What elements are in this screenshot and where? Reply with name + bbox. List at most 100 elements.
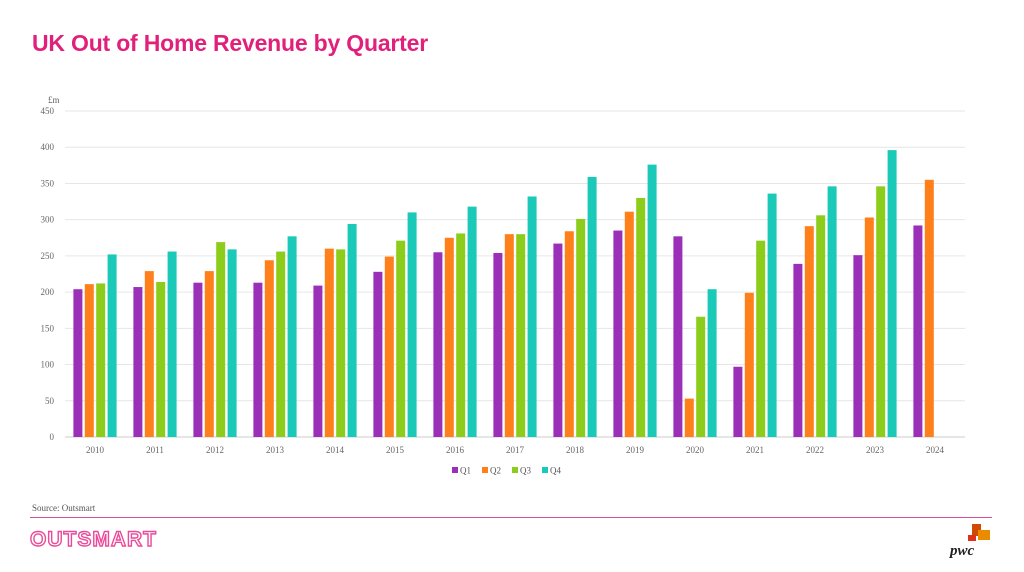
bar-2021-q1 — [733, 366, 743, 437]
bar-2018-q1 — [553, 243, 563, 437]
legend-label-q3: Q3 — [520, 466, 531, 476]
x-tick-label: 2017 — [506, 445, 525, 455]
pwc-logo-block-2 — [978, 530, 990, 540]
pwc-wordmark: pwc — [950, 543, 975, 559]
bar-2023-q4 — [887, 150, 897, 437]
bar-2016-q2 — [444, 237, 454, 437]
x-tick-label: 2020 — [686, 445, 705, 455]
bar-2019-q1 — [613, 230, 623, 437]
x-tick-label: 2013 — [266, 445, 285, 455]
bar-2010-q2 — [84, 284, 94, 437]
bar-2013-q1 — [253, 282, 263, 437]
legend-swatch-q4 — [542, 467, 548, 473]
bar-2012-q4 — [227, 249, 237, 437]
bar-2013-q2 — [264, 260, 274, 437]
pwc-logo-block-3 — [968, 535, 976, 541]
y-tick-label: 100 — [41, 360, 55, 370]
gridlines — [65, 110, 965, 438]
bar-2020-q2 — [684, 398, 694, 437]
bar-2022-q2 — [804, 226, 814, 437]
bar-2014-q3 — [336, 249, 346, 437]
bar-2011-q2 — [144, 271, 154, 437]
bar-2014-q4 — [347, 224, 357, 437]
bar-2018-q2 — [564, 231, 574, 437]
x-tick-label: 2024 — [926, 445, 945, 455]
y-tick-label: 0 — [50, 432, 55, 442]
bar-2014-q2 — [324, 248, 334, 437]
bar-2024-q1 — [913, 225, 923, 437]
bar-2022-q4 — [827, 186, 837, 437]
footer-divider — [30, 517, 992, 518]
y-tick-label: 400 — [41, 142, 55, 152]
x-tick-label: 2012 — [206, 445, 224, 455]
x-tick-label: 2021 — [746, 445, 764, 455]
bar-2010-q3 — [96, 283, 106, 437]
bar-2023-q3 — [876, 186, 886, 437]
bar-2019-q2 — [624, 211, 634, 437]
y-axis-unit-label: £m — [48, 95, 60, 105]
legend-swatch-q1 — [452, 467, 458, 473]
x-tick-label: 2018 — [566, 445, 585, 455]
bar-2013-q4 — [287, 236, 297, 437]
bar-2017-q1 — [493, 252, 503, 437]
x-tick-label: 2010 — [86, 445, 105, 455]
bar-2021-q2 — [744, 292, 754, 437]
bar-2011-q1 — [133, 287, 143, 437]
outsmart-logo: OUTSMART — [29, 527, 157, 551]
bar-2023-q1 — [853, 255, 863, 437]
legend-swatch-q2 — [482, 467, 488, 473]
bar-2021-q4 — [767, 193, 777, 437]
x-tick-label: 2019 — [626, 445, 645, 455]
y-tick-label: 200 — [41, 287, 55, 297]
bar-2018-q3 — [576, 218, 586, 437]
bar-2017-q2 — [504, 234, 514, 437]
x-tick-label: 2011 — [146, 445, 164, 455]
bar-2011-q3 — [156, 281, 166, 437]
bar-2019-q3 — [636, 197, 646, 437]
bar-2015-q2 — [384, 256, 394, 437]
bars — [73, 150, 934, 438]
bar-2013-q3 — [276, 251, 286, 437]
bar-2010-q4 — [107, 254, 117, 437]
y-tick-label: 50 — [45, 396, 55, 406]
x-tick-label: 2014 — [326, 445, 345, 455]
bar-2015-q3 — [396, 240, 406, 437]
legend-label-q1: Q1 — [460, 466, 471, 476]
bar-2022-q3 — [816, 215, 826, 437]
bar-2020-q4 — [707, 289, 717, 437]
y-tick-label: 150 — [41, 323, 55, 333]
y-tick-label: 450 — [41, 106, 55, 116]
bar-2024-q2 — [924, 179, 934, 438]
x-tick-label: 2016 — [446, 445, 465, 455]
bar-2016-q4 — [467, 206, 477, 437]
bar-2010-q1 — [73, 289, 83, 437]
bar-2011-q4 — [167, 251, 177, 437]
page-title: UK Out of Home Revenue by Quarter — [32, 30, 428, 56]
bar-2022-q1 — [793, 263, 803, 437]
bar-2020-q3 — [696, 316, 706, 437]
bar-2014-q1 — [313, 285, 323, 437]
bar-2012-q1 — [193, 282, 203, 437]
pwc-logo: pwc — [950, 524, 994, 560]
x-tick-label: 2022 — [806, 445, 824, 455]
y-axis-ticks: 0 50 100 150 200 250 300 350 400 450 — [41, 106, 55, 442]
bar-2018-q4 — [587, 176, 597, 437]
source-note: Source: Outsmart — [32, 503, 96, 513]
pwc-logo-block-1 — [972, 524, 981, 536]
x-tick-label: 2015 — [386, 445, 405, 455]
y-tick-label: 350 — [41, 178, 55, 188]
bar-2021-q3 — [756, 240, 766, 437]
bar-2015-q4 — [407, 212, 417, 437]
bar-2017-q4 — [527, 196, 537, 437]
bar-2016-q1 — [433, 252, 443, 437]
bar-2023-q2 — [864, 217, 874, 437]
bar-2012-q3 — [216, 242, 226, 437]
bar-2019-q4 — [647, 164, 657, 437]
y-tick-label: 300 — [41, 215, 55, 225]
x-axis-ticks: 2010 2011 2012 2013 2014 2015 2016 2017 2018 2019… — [86, 445, 945, 455]
legend-label-q4: Q4 — [550, 466, 561, 476]
bar-2015-q1 — [373, 271, 383, 437]
x-tick-label: 2023 — [866, 445, 885, 455]
legend-swatch-q3 — [512, 467, 518, 473]
